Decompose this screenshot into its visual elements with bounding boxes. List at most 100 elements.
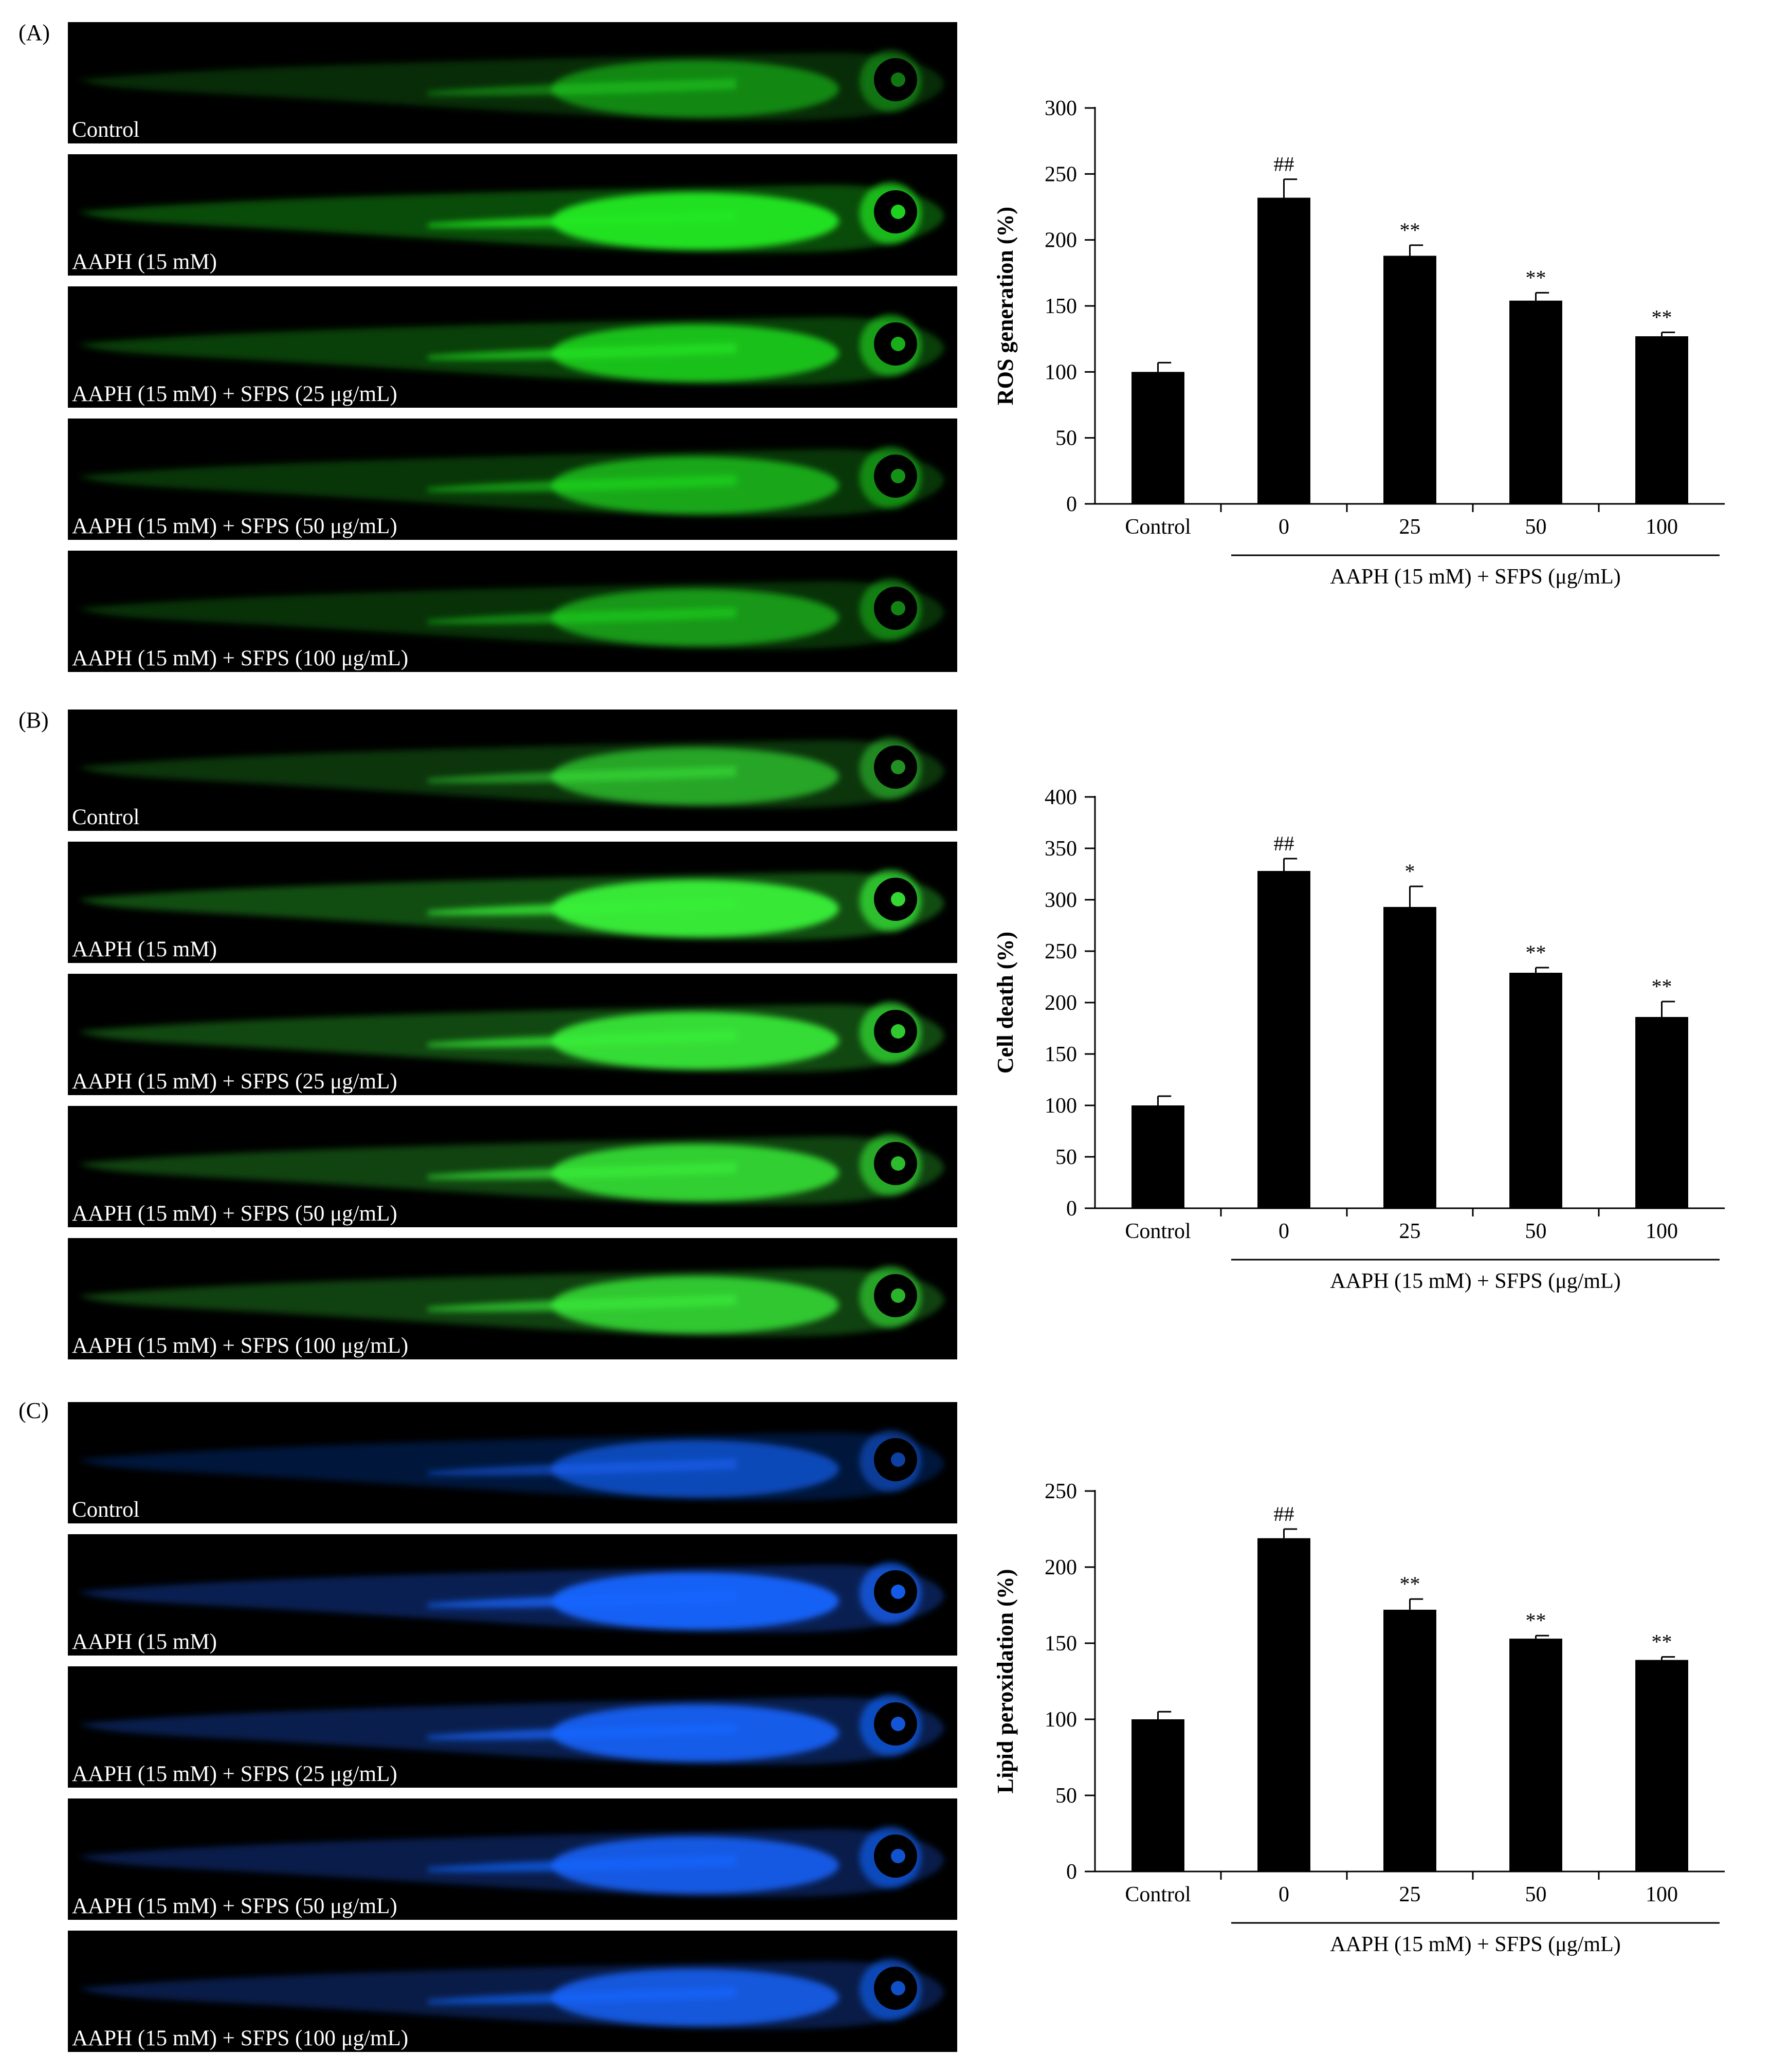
x-tick-label: 100 xyxy=(1646,515,1678,539)
significance-marker: ** xyxy=(1526,266,1546,289)
y-tick-label: 50 xyxy=(1055,1784,1077,1808)
y-tick-label: 400 xyxy=(1045,786,1077,809)
significance-marker: ** xyxy=(1526,1609,1546,1632)
y-tick-label: 50 xyxy=(1055,1146,1077,1169)
y-tick-label: 150 xyxy=(1045,295,1077,318)
y-tick-label: 250 xyxy=(1045,1480,1077,1503)
x-tick-label: 50 xyxy=(1525,1220,1547,1243)
bar xyxy=(1257,1538,1310,1871)
micrograph: AAPH (15 mM) + SFPS (100 μg/mL) xyxy=(68,1238,957,1359)
zebrafish-image xyxy=(78,183,944,253)
significance-marker: ## xyxy=(1274,832,1294,855)
panel-letter-a: (A) xyxy=(19,20,50,45)
micrograph-label: AAPH (15 mM) xyxy=(72,1630,217,1654)
significance-marker: ** xyxy=(1400,1572,1420,1595)
panel-letter-c: (C) xyxy=(19,1398,49,1423)
micrograph-label: AAPH (15 mM) + SFPS (25 μg/mL) xyxy=(72,1069,397,1094)
y-tick-label: 100 xyxy=(1045,1708,1077,1732)
bar xyxy=(1509,300,1562,504)
group-label: AAPH (15 mM) + SFPS (μg/mL) xyxy=(1330,1933,1620,1956)
micrograph-label: AAPH (15 mM) + SFPS (100 μg/mL) xyxy=(72,646,409,670)
y-tick-label: 200 xyxy=(1045,1556,1077,1579)
y-axis-label: Lipid peroxidation (%) xyxy=(993,1569,1018,1794)
bar xyxy=(1635,1660,1688,1871)
bar xyxy=(1383,1609,1436,1871)
lipid-peroxidation-chart: 0 50 100 150 200 250 Control ## 0 ** 25 ** 50 ** 100 AA… xyxy=(993,1480,1725,1956)
y-tick-label: 0 xyxy=(1066,1860,1077,1884)
y-axis-label: ROS generation (%) xyxy=(993,207,1018,405)
y-tick-label: 150 xyxy=(1045,1043,1077,1066)
y-tick-label: 0 xyxy=(1066,493,1077,516)
zebrafish-image xyxy=(78,1266,944,1337)
zebrafish-image xyxy=(78,1430,944,1501)
y-axis-label: Cell death (%) xyxy=(993,932,1018,1074)
micrograph: AAPH (15 mM) + SFPS (50 μg/mL) xyxy=(68,1798,957,1920)
y-tick-label: 300 xyxy=(1045,888,1077,912)
micrograph-label: Control xyxy=(72,118,140,142)
micrograph: AAPH (15 mM) + SFPS (100 μg/mL) xyxy=(68,551,957,672)
bar xyxy=(1131,1105,1184,1208)
zebrafish-image xyxy=(78,1695,944,1765)
x-tick-label: Control xyxy=(1125,1220,1191,1243)
y-tick-label: 350 xyxy=(1045,837,1077,861)
micrograph-label: AAPH (15 mM) + SFPS (50 μg/mL) xyxy=(72,1202,397,1226)
micrograph: AAPH (15 mM) + SFPS (100 μg/mL) xyxy=(68,1931,957,2052)
x-tick-label: 25 xyxy=(1399,1220,1421,1243)
bar xyxy=(1131,1719,1184,1871)
x-tick-label: 50 xyxy=(1525,1883,1547,1906)
zebrafish-image xyxy=(78,1134,944,1205)
micrograph: AAPH (15 mM) + SFPS (25 μg/mL) xyxy=(68,286,957,408)
bar xyxy=(1257,871,1310,1208)
zebrafish-image xyxy=(78,1827,944,1897)
significance-marker: ## xyxy=(1274,153,1294,176)
micrograph-label: AAPH (15 mM) xyxy=(72,250,217,274)
micrograph: AAPH (15 mM) + SFPS (25 μg/mL) xyxy=(68,974,957,1095)
zebrafish-image xyxy=(78,870,944,940)
significance-marker: ## xyxy=(1274,1502,1294,1525)
micrograph-label: AAPH (15 mM) + SFPS (50 μg/mL) xyxy=(72,1894,397,1918)
x-tick-label: 0 xyxy=(1279,515,1289,539)
panel-letter-b: (B) xyxy=(19,707,49,733)
zebrafish-image xyxy=(78,315,944,385)
significance-marker: ** xyxy=(1652,1630,1672,1653)
bar xyxy=(1509,973,1562,1208)
micrograph-label: AAPH (15 mM) + SFPS (25 μg/mL) xyxy=(72,382,397,406)
bar xyxy=(1635,336,1688,504)
micrograph-label: Control xyxy=(72,1498,140,1522)
micrograph: AAPH (15 mM) xyxy=(68,154,957,276)
micrograph: AAPH (15 mM) + SFPS (25 μg/mL) xyxy=(68,1666,957,1788)
bar xyxy=(1635,1017,1688,1208)
y-tick-label: 150 xyxy=(1045,1632,1077,1656)
significance-marker: ** xyxy=(1652,305,1672,329)
x-tick-label: 100 xyxy=(1646,1220,1678,1243)
micrograph-label: AAPH (15 mM) + SFPS (50 μg/mL) xyxy=(72,514,397,538)
group-label: AAPH (15 mM) + SFPS (μg/mL) xyxy=(1330,565,1620,589)
x-tick-label: Control xyxy=(1125,1883,1191,1906)
group-label: AAPH (15 mM) + SFPS (μg/mL) xyxy=(1330,1269,1620,1293)
significance-marker: ** xyxy=(1652,975,1672,998)
x-tick-label: 0 xyxy=(1279,1883,1289,1906)
zebrafish-image xyxy=(78,1562,944,1633)
y-tick-label: 100 xyxy=(1045,1094,1077,1118)
zebrafish-image xyxy=(78,50,944,121)
bar xyxy=(1383,907,1436,1208)
micrograph: AAPH (15 mM) xyxy=(68,842,957,963)
x-tick-label: 25 xyxy=(1399,515,1421,539)
micrograph: AAPH (15 mM) xyxy=(68,1534,957,1656)
y-tick-label: 300 xyxy=(1045,97,1077,120)
cell-death-chart: 0 50 100 150 200 250 300 350 400 Control ## 0 * 25 ** 5… xyxy=(993,786,1725,1293)
micrograph-label: AAPH (15 mM) + SFPS (100 μg/mL) xyxy=(72,2026,409,2050)
y-tick-label: 200 xyxy=(1045,991,1077,1015)
zebrafish-image xyxy=(78,447,944,517)
micrograph: Control xyxy=(68,710,957,831)
y-tick-label: 100 xyxy=(1045,360,1077,384)
ros-generation-chart: 0 50 100 150 200 250 300 Control ## 0 ** 25 ** 50 ** 10… xyxy=(993,97,1725,589)
x-tick-label: 100 xyxy=(1646,1883,1678,1906)
micrograph-label: AAPH (15 mM) xyxy=(72,937,217,961)
micrograph: AAPH (15 mM) + SFPS (50 μg/mL) xyxy=(68,1106,957,1227)
x-tick-label: 25 xyxy=(1399,1883,1421,1906)
y-tick-label: 0 xyxy=(1066,1197,1077,1221)
micrograph: Control xyxy=(68,22,957,143)
zebrafish-image xyxy=(78,579,944,649)
bar xyxy=(1383,256,1436,504)
